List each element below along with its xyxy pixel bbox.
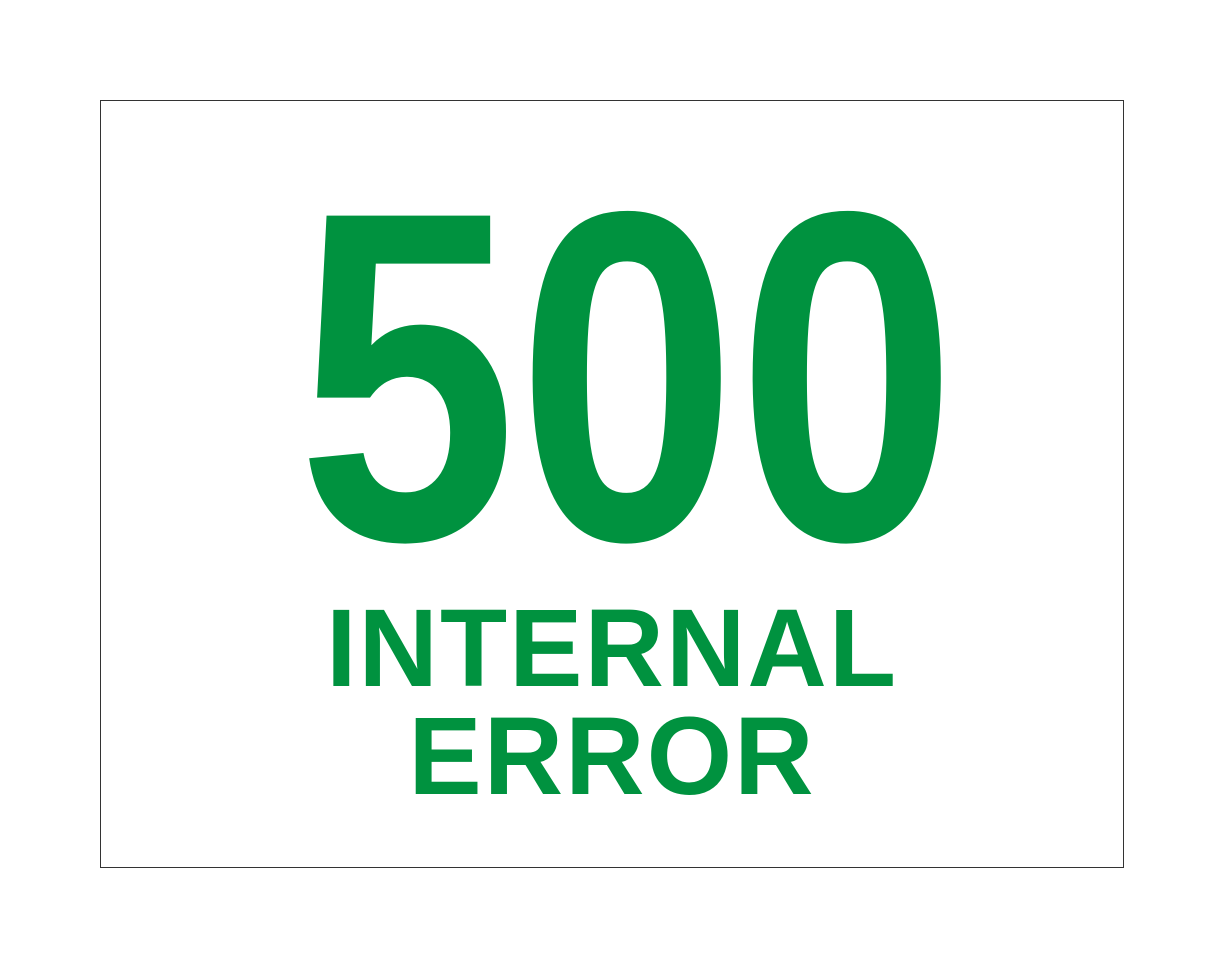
error-message-line-1: INTERNAL [325, 587, 899, 710]
error-code: 500 [297, 114, 957, 561]
error-message-line-2: ERROR [408, 695, 816, 818]
error-code-graphic: 500 [297, 114, 957, 561]
error-message: INTERNAL ERROR [101, 587, 1123, 818]
error-panel: 500 INTERNAL ERROR [100, 100, 1124, 868]
error-code-container: 500 [101, 101, 1123, 561]
